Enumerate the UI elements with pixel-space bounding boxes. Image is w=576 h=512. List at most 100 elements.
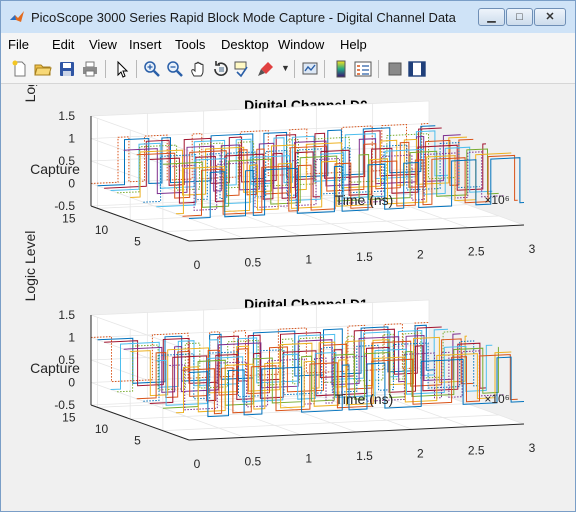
toolbar-separator: [105, 60, 106, 78]
capture-trace: [90, 123, 430, 184]
x-tick-label: 0: [194, 258, 201, 272]
z-tick-label: 0.5: [58, 154, 75, 168]
pointer-icon[interactable]: [112, 59, 132, 79]
y-tick-label: 15: [62, 410, 76, 424]
grid-line: [162, 215, 499, 233]
save-icon[interactable]: [57, 59, 77, 79]
x-multiplier-label: ×10⁶: [484, 193, 509, 207]
zoom-out-icon[interactable]: [165, 59, 185, 79]
print-icon[interactable]: [80, 59, 100, 79]
grid-line: [162, 414, 499, 432]
x-tick-label: 0: [194, 457, 201, 471]
capture-trace: [182, 354, 518, 415]
x-tick-label: 0.5: [244, 454, 261, 468]
capture-trace: [169, 350, 506, 411]
x-tick-label: 2.5: [468, 245, 485, 259]
y-tick-label: 5: [134, 434, 141, 448]
grid-line: [428, 190, 525, 226]
z-axis-label: Logic Level: [22, 231, 38, 302]
menu-view[interactable]: View: [89, 37, 117, 52]
z-tick-label: 0: [68, 177, 75, 191]
menu-window[interactable]: Window: [278, 37, 325, 52]
menu-file[interactable]: File: [8, 37, 29, 52]
data-cursor-icon[interactable]: [233, 59, 253, 79]
z-tick-label: -0.5: [54, 199, 75, 213]
y-tick-label: 10: [95, 422, 109, 436]
new-figure-icon[interactable]: [10, 59, 30, 79]
hide-plot-tools-icon[interactable]: [385, 59, 405, 79]
menu-tools[interactable]: Tools: [175, 37, 206, 52]
capture-trace: [97, 324, 436, 384]
legend-icon[interactable]: [353, 59, 373, 79]
x-multiplier-label: ×10⁶: [484, 392, 509, 406]
grid-line: [316, 394, 413, 430]
capture-trace: [149, 342, 487, 404]
rotate-3d-icon[interactable]: [211, 59, 231, 79]
capture-trace: [175, 351, 512, 414]
x-axis-label: Time (ns): [335, 192, 394, 208]
x-tick-label: 0.5: [244, 255, 261, 269]
z-axis-label: Logic Level: [22, 85, 38, 102]
menu-edit[interactable]: Edit: [52, 37, 75, 52]
open-file-icon[interactable]: [33, 59, 53, 79]
x-tick-label: 1: [305, 253, 312, 267]
capture-trace: [136, 338, 474, 400]
y-axis-label: Capture: [30, 360, 80, 376]
x-tick-label: 1.5: [356, 449, 373, 463]
link-plot-icon[interactable]: [300, 59, 320, 79]
x-tick-label: 1.5: [356, 250, 373, 264]
zoom-in-icon[interactable]: [142, 59, 162, 79]
minimize-icon: ▁: [487, 11, 496, 23]
x-tick-label: 2.5: [468, 444, 485, 458]
z-tick-label: 1: [68, 132, 75, 146]
z-tick-label: 1.5: [58, 308, 75, 322]
toolbar-separator: [378, 60, 379, 78]
y-tick-label: 5: [134, 235, 141, 249]
y-axis-line: [90, 205, 190, 242]
figure-canvas: Digital Channel D00 0.5 1 1.5 2 2.5 3510151.51…: [9, 85, 567, 503]
capture-trace: [175, 152, 512, 215]
grid-line: [372, 392, 469, 428]
x-tick-label: 2: [417, 446, 424, 460]
menu-help[interactable]: Help: [340, 37, 367, 52]
x-axis-label: Time (ns): [335, 391, 394, 407]
grid-line: [90, 100, 430, 117]
z-tick-label: -0.5: [54, 398, 75, 412]
close-icon: ✕: [545, 11, 555, 23]
grid-line: [90, 314, 190, 351]
capture-trace: [156, 146, 493, 208]
capture-trace: [123, 134, 461, 195]
brush-icon[interactable]: [256, 59, 276, 79]
grid-line: [90, 299, 430, 316]
maximize-button[interactable]: □: [506, 8, 533, 26]
z-tick-label: 1.5: [58, 109, 75, 123]
minimize-button[interactable]: ▁: [478, 8, 505, 26]
z-tick-label: 0.5: [58, 353, 75, 367]
z-tick-label: 0: [68, 376, 75, 390]
grid-line: [372, 193, 469, 229]
capture-trace: [149, 143, 487, 204]
x-tick-label: 3: [529, 441, 536, 455]
y-axis-label: Capture: [30, 161, 80, 177]
capture-trace: [188, 356, 525, 418]
grid-line: [316, 195, 413, 231]
chart-panel-0: Digital Channel D00 0.5 1 1.5 2 2.5 3510151.51…: [22, 85, 536, 272]
x-tick-label: 2: [417, 247, 424, 261]
toolbar-separator: [294, 60, 295, 78]
pan-icon[interactable]: [188, 59, 208, 79]
menu-insert[interactable]: Insert: [129, 37, 162, 52]
close-button[interactable]: ✕: [534, 8, 566, 26]
capture-trace: [188, 157, 525, 219]
show-plot-tools-icon[interactable]: [407, 59, 427, 79]
z-tick-label: 1: [68, 331, 75, 345]
capture-trace: [162, 148, 499, 208]
x-tick-label: 1: [305, 452, 312, 466]
dropdown-arrow-icon[interactable]: ▼: [281, 63, 290, 73]
menu-bar: File Edit View Insert Tools Desktop Wind…: [1, 33, 575, 80]
title-bar: PicoScope 3000 Series Rapid Block Mode C…: [1, 1, 575, 33]
grid-line: [90, 183, 190, 219]
colorbar-icon[interactable]: [331, 59, 351, 79]
menu-desktop[interactable]: Desktop: [221, 37, 269, 52]
figure-toolbar: ▼: [1, 55, 575, 84]
